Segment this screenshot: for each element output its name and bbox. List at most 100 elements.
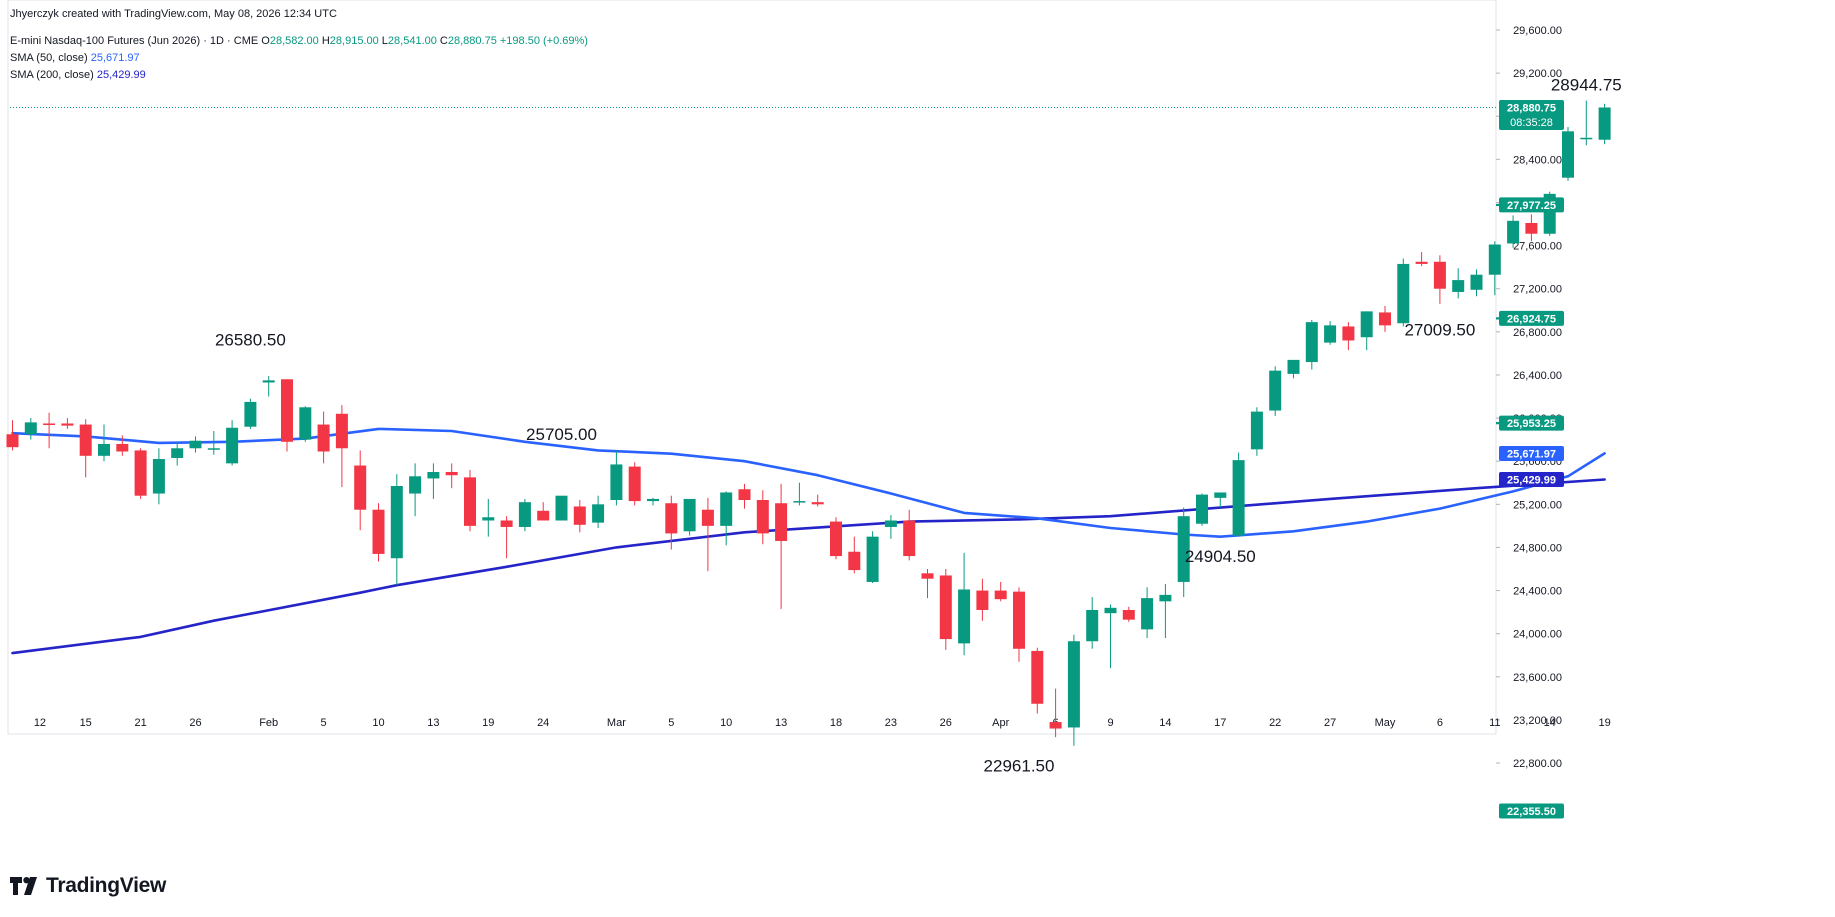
tradingview-logo[interactable]: TradingView (10, 874, 166, 898)
candle-up (720, 491, 733, 546)
candle-body (1342, 326, 1355, 341)
symbol-title[interactable]: E-mini Nasdaq-100 Futures (Jun 2026) · 1… (10, 35, 259, 47)
time-tick-label: 22 (1269, 717, 1281, 729)
candle-body (500, 520, 513, 527)
candle-body (1452, 280, 1465, 292)
price-annotations: 26580.50 25705.00 22961.50 24904.50 27009.50… (215, 76, 1622, 776)
candle-up (24, 418, 37, 440)
candle-up (1086, 597, 1099, 649)
price-tick-label: 28,400.00 (1513, 154, 1562, 166)
candle-down (537, 502, 550, 521)
price-axis: 29,600.0029,200.0028,800.0028,400.0028,0… (1496, 25, 1562, 770)
time-tick-label: Feb (259, 717, 278, 729)
axis-price-tag-bg (1499, 197, 1564, 213)
price-annotation: 26580.50 (215, 331, 286, 350)
candle-up (1452, 268, 1465, 299)
price-tick-label: 23,600.00 (1513, 672, 1562, 684)
candle-body (427, 471, 440, 479)
axis-price-tag: 22,355.50 (1499, 803, 1564, 819)
time-tick-label: 5 (668, 717, 674, 729)
candle-body (518, 502, 531, 527)
time-tick-label: Mar (607, 717, 626, 729)
candle-body (1287, 359, 1300, 374)
axis-price-tag: 25,671.97 (1499, 445, 1564, 461)
candle-down (628, 462, 641, 506)
grid (7, 0, 1497, 735)
candle-down (921, 569, 934, 599)
candle-down (1342, 322, 1355, 351)
price-tick-label: 27,200.00 (1513, 284, 1562, 296)
horizontal-levels (10, 107, 1540, 425)
price-tick-label: 23,200.00 (1513, 715, 1562, 727)
time-tick-label: 12 (34, 717, 46, 729)
price-annotation: 27009.50 (1404, 320, 1475, 339)
time-tick-label: 13 (427, 717, 439, 729)
symbol-legend: E-mini Nasdaq-100 Futures (Jun 2026) · 1… (10, 35, 588, 47)
axis-price-tag: 28,880.75 08:35:28 (1499, 100, 1564, 131)
candle-up (171, 441, 184, 466)
candle-body (61, 423, 74, 426)
candle-body (244, 401, 257, 427)
time-tick-label: 23 (885, 717, 897, 729)
candle-body (866, 536, 879, 582)
candle-body (390, 485, 403, 559)
candle-body (811, 502, 824, 505)
candle-down (573, 500, 586, 533)
candle-body (1470, 274, 1483, 290)
axis-price-tag: 25,429.99 (1499, 472, 1564, 488)
axis-price-labels: 27,977.25 26,924.75 25,953.25 28,880.75 08:3… (1499, 100, 1564, 819)
candle-body (207, 448, 220, 450)
candle-down (134, 448, 147, 499)
close-value: 28,880.75 (447, 35, 497, 47)
candle-up (262, 376, 275, 397)
candle-body (1525, 222, 1538, 234)
candle-body (354, 465, 367, 510)
candle-body (1488, 244, 1501, 275)
axis-price-tag-countdown: 08:35:28 (1510, 117, 1553, 129)
axis-price-tag-bg (1499, 310, 1564, 326)
sma200-legend[interactable]: SMA (200, close) 25,429.99 (10, 69, 146, 81)
axis-price-tag: 25,953.25 (1499, 415, 1564, 431)
candle-body (43, 423, 56, 425)
candle-down (464, 469, 476, 532)
candle-up (409, 463, 422, 517)
candle-body (1196, 494, 1208, 524)
high-label: H (321, 35, 330, 47)
price-annotation: 28944.75 (1551, 76, 1622, 95)
candle-up (152, 448, 165, 505)
candle-up (555, 495, 568, 521)
candle-up (1196, 493, 1208, 526)
candle-body (537, 510, 550, 521)
price-tick-label: 27,600.00 (1513, 241, 1562, 253)
candle-body (628, 466, 641, 502)
candle-body (1214, 492, 1227, 498)
candle-up (1598, 103, 1611, 145)
candle-down (1049, 688, 1062, 738)
candle-body (1067, 641, 1080, 728)
time-tick-label: 26 (940, 717, 952, 729)
price-annotation: 24904.50 (1185, 547, 1256, 566)
candle-body (555, 495, 568, 521)
candle-up (1305, 319, 1318, 370)
attribution-text: Jhyerczyk created with TradingView.com, … (10, 8, 337, 20)
candle-body (464, 477, 476, 526)
axis-price-tag-bg (1499, 100, 1564, 131)
candlesticks (6, 100, 1611, 746)
candle-up (1507, 215, 1520, 248)
candle-down (1379, 305, 1391, 332)
candle-down (372, 503, 385, 562)
candle-up (98, 424, 110, 462)
candle-body (1433, 261, 1446, 289)
low-value: 28,541.00 (387, 35, 437, 47)
candle-up (1104, 604, 1117, 669)
time-tick-label: 19 (1598, 717, 1610, 729)
axis-price-tag: 27,977.25 (1499, 197, 1564, 213)
sma50-legend[interactable]: SMA (50, close) 25,671.97 (10, 52, 140, 64)
candle-down (994, 581, 1007, 602)
time-tick-label: 26 (189, 717, 201, 729)
sma50-value: 25,671.97 (90, 52, 140, 64)
time-tick-label: 14 (1544, 717, 1556, 729)
price-tick-label: 29,200.00 (1513, 68, 1562, 80)
candle-body (134, 450, 147, 496)
